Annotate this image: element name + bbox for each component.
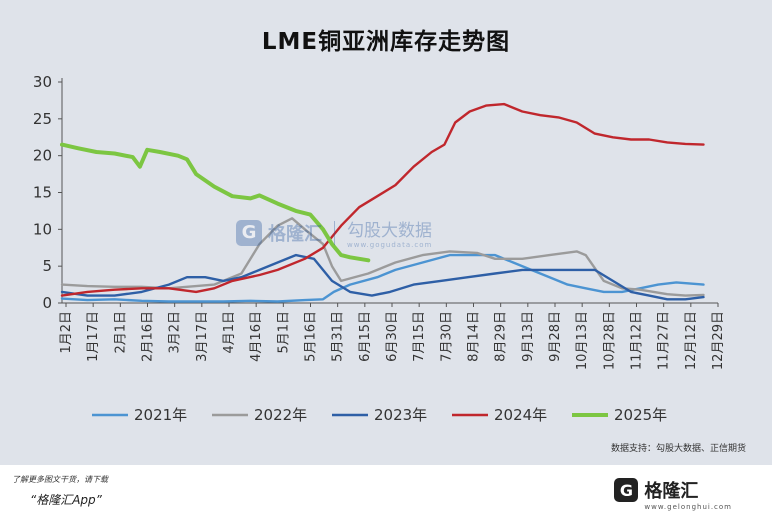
x-tick-label: 5月31日 [331, 311, 346, 362]
source-note: 数据支持：勾股大数据、正信期货 [610, 444, 746, 454]
x-tick-label: 2月16日 [141, 311, 156, 362]
y-tick-label: 25 [33, 110, 52, 128]
x-tick-label: 5月16日 [304, 311, 319, 362]
series-line-2025 [60, 142, 371, 263]
brand-logo-icon: G [614, 478, 639, 502]
brand-url: www.gelonghui.com [644, 503, 732, 511]
x-tick-label: 6月30日 [385, 311, 400, 362]
brand-name: 格隆汇 [644, 481, 699, 502]
legend-label: 2024年 [494, 406, 547, 424]
y-tick-label: 15 [33, 184, 52, 202]
x-tick-label: 6月15日 [358, 311, 373, 362]
x-tick-label: 12月29日 [711, 311, 726, 370]
series-layer [60, 102, 705, 303]
x-tick-label: 4月16日 [249, 311, 264, 362]
y-tick-label: 5 [42, 257, 52, 275]
legend-label: 2025年 [614, 406, 667, 424]
chart-title: LME铜亚洲库存走势图 [261, 29, 511, 55]
x-tick-label: 3月17日 [195, 311, 210, 362]
legend: 2021年 2022年 2023年 2024年 2025年 [92, 406, 667, 424]
series-line-2023 [60, 253, 705, 301]
x-tick-label: 4月1日 [222, 311, 237, 354]
axes: 0 5 10 15 20 25 30 1月2日 1月17日 2月1日 2月16日 3月2日 3月17日 4… [33, 73, 726, 370]
footer-prompt: 了解更多图文干货，请下载 [12, 475, 108, 484]
y-tick-label: 0 [42, 294, 52, 312]
footer: 了解更多图文干货，请下载 “格隆汇App” G 格隆汇 www.gelonghu… [0, 465, 772, 523]
x-tick-label: 1月2日 [59, 311, 74, 354]
x-tick-label: 1月17日 [86, 311, 101, 362]
footer-app-name: “格隆汇App” [30, 493, 102, 507]
chart-canvas: 0 5 10 15 20 25 30 1月2日 1月17日 2月1日 2月16日 3月2日 3月17日 4… [33, 73, 726, 424]
x-tick-label: 9月13日 [521, 311, 536, 362]
x-tick-label: 7月15日 [412, 311, 427, 362]
series-line-2024 [60, 102, 705, 297]
x-tick-label: 10月13日 [575, 311, 590, 370]
y-tick-label: 30 [33, 73, 52, 91]
y-tick-label: 10 [33, 220, 52, 238]
legend-label: 2021年 [134, 406, 187, 424]
legend-label: 2023年 [374, 406, 427, 424]
x-tick-label: 12月12日 [684, 311, 699, 370]
series-line-2022 [60, 217, 705, 297]
y-tick-label: 20 [33, 147, 52, 165]
x-tick-label: 9月28日 [548, 311, 563, 362]
chart-card: LME铜亚洲库存走势图 0 5 10 15 20 25 30 1月2日 1月17日 2月1日 2月1… [0, 0, 772, 465]
brand: G 格隆汇 www.gelonghui.com [614, 477, 732, 511]
x-tick-label: 11月12日 [630, 311, 645, 370]
x-tick-label: 2月1日 [113, 311, 128, 354]
legend-label: 2022年 [254, 406, 307, 424]
x-tick-label: 5月1日 [276, 311, 291, 354]
series-line-2021 [60, 253, 705, 303]
x-tick-label: 8月14日 [467, 311, 482, 362]
x-tick-label: 11月27日 [657, 311, 672, 370]
x-tick-label: 7月30日 [439, 311, 454, 362]
x-tick-label: 10月28日 [602, 311, 617, 370]
x-tick-label: 8月29日 [494, 311, 509, 362]
x-tick-label: 3月2日 [168, 311, 183, 354]
